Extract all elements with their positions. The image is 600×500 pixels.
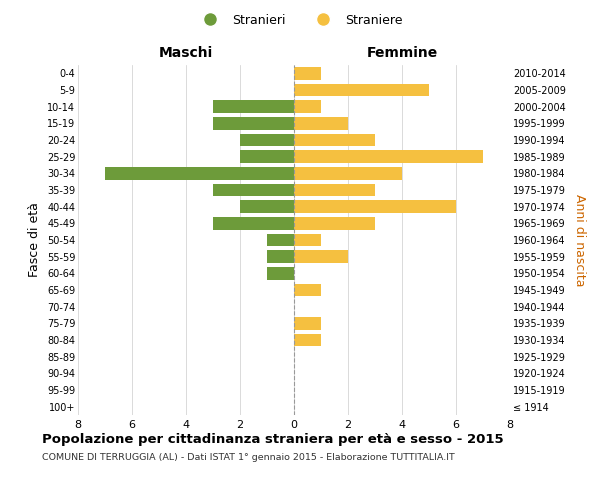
Bar (267, 267, 294, 280)
Bar (213, 117, 294, 130)
Bar (294, 200, 456, 213)
Legend: Stranieri, Straniere: Stranieri, Straniere (192, 8, 408, 32)
Bar (267, 234, 294, 246)
Bar (294, 334, 321, 346)
Bar (294, 117, 348, 130)
Bar (240, 200, 294, 213)
Bar (294, 150, 483, 163)
Bar (213, 217, 294, 230)
Bar (294, 184, 375, 196)
Text: Femmine: Femmine (367, 46, 437, 60)
Bar (213, 100, 294, 113)
Bar (294, 84, 429, 96)
Bar (294, 284, 321, 296)
Text: Maschi: Maschi (159, 46, 213, 60)
Bar (294, 317, 321, 330)
Bar (294, 234, 321, 246)
Bar (294, 100, 321, 113)
Y-axis label: Anni di nascita: Anni di nascita (572, 194, 586, 286)
Bar (105, 167, 294, 179)
Bar (294, 167, 402, 179)
Bar (240, 134, 294, 146)
Bar (294, 217, 375, 230)
Bar (267, 250, 294, 263)
Text: Popolazione per cittadinanza straniera per età e sesso - 2015: Popolazione per cittadinanza straniera p… (42, 432, 503, 446)
Bar (294, 134, 375, 146)
Y-axis label: Fasce di età: Fasce di età (28, 202, 41, 278)
Bar (294, 250, 348, 263)
Bar (240, 150, 294, 163)
Bar (294, 67, 321, 80)
Bar (213, 184, 294, 196)
Text: COMUNE DI TERRUGGIA (AL) - Dati ISTAT 1° gennaio 2015 - Elaborazione TUTTITALIA.: COMUNE DI TERRUGGIA (AL) - Dati ISTAT 1°… (42, 452, 455, 462)
